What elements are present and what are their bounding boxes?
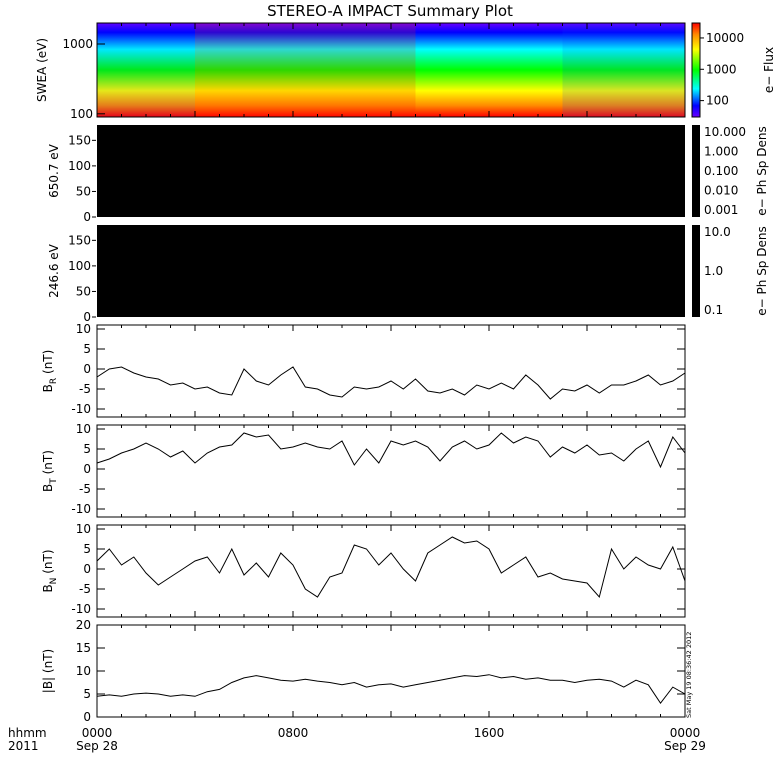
y-tick-label: 0 (83, 310, 91, 324)
colorbar-label: e− Flux (762, 47, 776, 93)
date-tick-label: Sep 28 (76, 739, 118, 753)
y-tick-label: 10 (76, 664, 91, 678)
time-axis-row1-label: hhmm (8, 726, 47, 740)
colorbar-tick-label: 0.1 (704, 303, 723, 317)
colorbar-tick-label: 10.0 (704, 225, 731, 239)
y-tick-label: 5 (83, 687, 91, 701)
y-tick-label: 10 (76, 322, 91, 336)
y-axis-label: 246.6 eV (47, 243, 61, 298)
panel-frame-br (96, 324, 686, 418)
y-tick-label: 150 (68, 233, 91, 247)
y-axis-label-base: B (41, 584, 55, 592)
series-line-bmag (96, 674, 686, 705)
timestamp-label: Sat May 19 08:36:42 2012 (685, 632, 693, 718)
y-axis-label: |B| (nT) (41, 649, 55, 693)
colorbar-tick-label: 1000 (706, 62, 737, 76)
y-axis-label-subscript: N (49, 578, 59, 585)
y-tick-label: 50 (76, 184, 91, 198)
colorbar-tick-label: 10.000 (704, 125, 746, 139)
y-tick-label: 10 (76, 522, 91, 536)
colorbar-tick-label: 0.100 (704, 164, 738, 178)
y-tick-label: 5 (83, 542, 91, 556)
colorbar-tick-label: 1.0 (704, 264, 723, 278)
y-tick-label: 5 (83, 342, 91, 356)
colorbar-tick-label: 0.001 (704, 203, 738, 217)
pad-colorbar-pad246 (692, 225, 700, 317)
y-tick-label: 100 (68, 259, 91, 273)
y-axis-label-subscript: T (49, 478, 59, 485)
y-tick-label: 100 (68, 159, 91, 173)
panel-bmag: 0 5 10 15 20 |B| (nT) (41, 618, 686, 724)
y-tick-label: 0 (83, 362, 91, 376)
panel-pad650: 0 50 100 150 650.7 eV 10.000 1.000 0.100 0.010 0.… (47, 125, 769, 224)
y-tick-label: -5 (79, 382, 91, 396)
pad-heatmap-pad650 (97, 125, 685, 217)
y-tick-label: 1000 (62, 37, 93, 51)
panel-frame-bt (96, 424, 686, 518)
swea-band (97, 23, 195, 117)
time-axis-year-label: 2011 (8, 739, 39, 753)
y-tick-label: 10 (76, 422, 91, 436)
y-axis-label: BN (nT) (41, 549, 59, 592)
y-tick-label: -10 (71, 402, 91, 416)
y-axis-label-subscript: R (49, 378, 59, 384)
colorbar-tick-label: 100 (706, 94, 729, 108)
swea-band (195, 23, 416, 117)
colorbar-tick-label: 0.010 (704, 184, 738, 198)
y-tick-label: -10 (71, 502, 91, 516)
y-tick-label: 0 (83, 462, 91, 476)
y-axis-label: SWEA (eV) (35, 38, 49, 102)
panel-swea: 100 1000 SWEA (eV) 100 1000 10000 e− Flux (35, 22, 776, 121)
y-tick-label: 5 (83, 442, 91, 456)
panel-pad246: 0 50 100 150 246.6 eV 10.0 1.0 0.1 e− Ph Sp Dens (47, 225, 769, 324)
colorbar-tick-label: 1.000 (704, 145, 738, 159)
y-axis-label-unit: (nT) (41, 350, 55, 374)
swea-band (562, 23, 685, 117)
series-line-bn (96, 536, 686, 599)
panel-bt: -10 -5 0 5 10 BT (nT) (41, 422, 686, 518)
pad-heatmap-pad246 (97, 225, 685, 317)
y-axis-label: 650.7 eV (47, 143, 61, 198)
y-tick-label: 100 (70, 107, 93, 121)
date-tick-label: Sep 29 (664, 739, 706, 753)
series-line-bt (96, 432, 686, 469)
time-tick-label: 0000 (82, 726, 113, 740)
y-tick-label: -5 (79, 482, 91, 496)
series-line-br (96, 366, 686, 400)
y-tick-label: 150 (68, 133, 91, 147)
time-tick-label: 1600 (474, 726, 505, 740)
y-axis-label-unit: (nT) (41, 450, 55, 474)
panel-bn: -10 -5 0 5 10 BN (nT) (41, 522, 686, 618)
y-axis-label-base: B (41, 384, 55, 392)
y-tick-label: 0 (83, 562, 91, 576)
swea-colorbar (691, 22, 701, 118)
y-tick-label: 0 (83, 210, 91, 224)
y-tick-label: 15 (76, 641, 91, 655)
plot-title: STEREO-A IMPACT Summary Plot (267, 2, 513, 20)
y-tick-label: -5 (79, 582, 91, 596)
time-tick-label: 0000 (670, 726, 701, 740)
y-tick-label: 20 (76, 618, 91, 632)
y-axis-label-base: B (41, 484, 55, 492)
colorbar-label: e− Ph Sp Dens (755, 126, 769, 215)
y-axis-label: BR (nT) (41, 350, 59, 393)
y-tick-label: 0 (83, 710, 91, 724)
y-axis-label-unit: (nT) (41, 549, 55, 573)
swea-spectrogram (97, 23, 685, 117)
panel-br: -10 -5 0 5 10 BR (nT) (41, 322, 686, 418)
colorbar-tick-label: 10000 (706, 31, 744, 45)
panel-frame-bmag (96, 624, 686, 718)
time-tick-label: 0800 (278, 726, 309, 740)
y-tick-label: 50 (76, 284, 91, 298)
colorbar-label: e− Ph Sp Dens (755, 226, 769, 315)
panel-frame-bn (96, 524, 686, 618)
y-tick-label: -10 (71, 602, 91, 616)
y-axis-label: BT (nT) (41, 450, 59, 492)
pad-colorbar-pad650 (692, 125, 700, 217)
